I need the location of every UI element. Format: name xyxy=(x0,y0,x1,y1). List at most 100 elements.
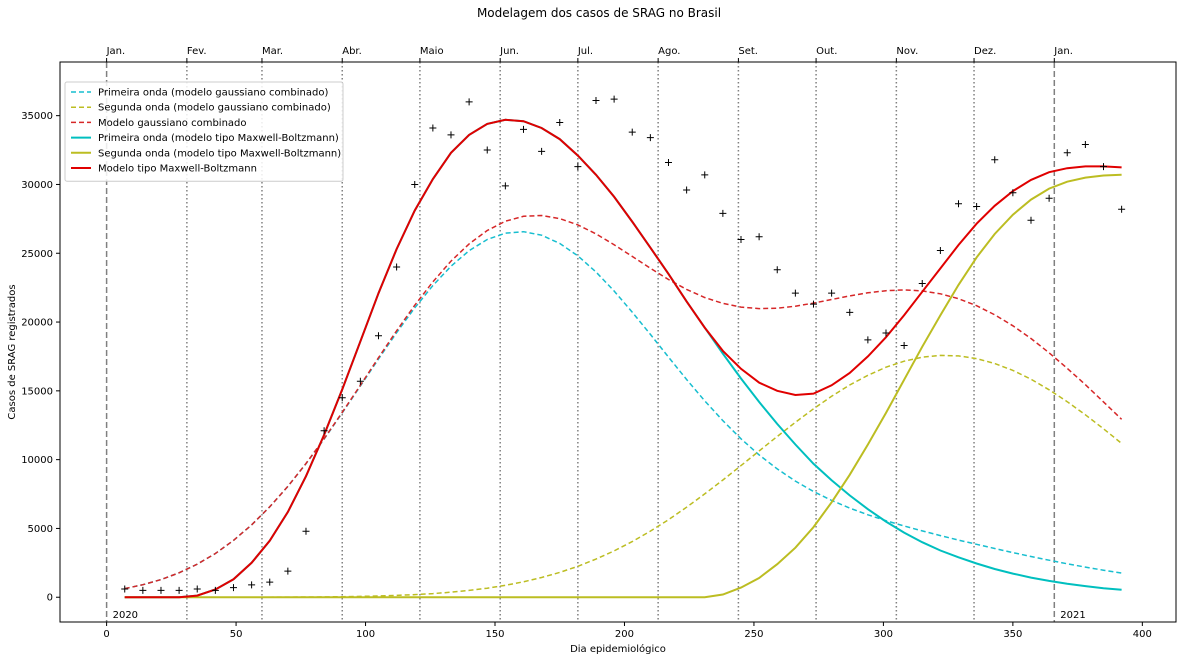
data-point xyxy=(755,233,763,241)
data-point xyxy=(175,586,183,594)
data-point xyxy=(1100,163,1107,171)
data-point xyxy=(1118,205,1126,213)
month-label: Jun. xyxy=(499,46,519,57)
data-point xyxy=(882,329,890,337)
data-point xyxy=(338,394,346,402)
month-label: Abr. xyxy=(342,46,362,57)
data-point xyxy=(538,147,546,155)
year-label: 2020 xyxy=(113,610,138,621)
data-point xyxy=(121,585,129,593)
y-axis-title: Casos de SRAG registrados xyxy=(7,284,18,419)
data-point xyxy=(664,158,672,166)
legend-entry: Primeira onda (modelo gaussiano combinad… xyxy=(98,88,328,99)
month-label: Nov. xyxy=(896,46,918,57)
data-point xyxy=(501,182,509,190)
data-point xyxy=(592,97,600,105)
data-point xyxy=(846,308,854,316)
observed-points xyxy=(121,95,1126,594)
legend-entry: Modelo tipo Maxwell-Boltzmann xyxy=(98,164,257,175)
legend-entry: Segunda onda (modelo gaussiano combinado… xyxy=(98,103,331,114)
month-label: Jan. xyxy=(106,46,126,57)
data-point xyxy=(954,200,962,208)
data-point xyxy=(574,163,582,171)
data-point xyxy=(828,289,836,297)
x-tick-label: 300 xyxy=(874,629,893,640)
x-tick-label: 250 xyxy=(744,629,763,640)
legend-entry: Segunda onda (modelo tipo Maxwell-Boltzm… xyxy=(98,148,341,159)
month-label: Mar. xyxy=(262,46,283,57)
data-point xyxy=(701,171,709,179)
data-point xyxy=(157,586,165,594)
chart-title: Modelagem dos casos de SRAG no Brasil xyxy=(477,6,721,20)
month-label: Jan. xyxy=(1053,46,1073,57)
x-axis: 0 50 100 150 200 250 300 350 400 xyxy=(103,622,1152,640)
series-line-4 xyxy=(124,173,1122,599)
x-tick-label: 350 xyxy=(1003,629,1022,640)
plot-frame xyxy=(59,61,1177,623)
data-point xyxy=(900,341,908,349)
plot-area: 2020 2021 xyxy=(105,62,1126,622)
y-tick-label: 35000 xyxy=(21,111,53,122)
data-point xyxy=(374,332,382,340)
y-tick-label: 5000 xyxy=(28,524,53,535)
x-tick-label: 150 xyxy=(485,629,504,640)
x-tick-label: 0 xyxy=(103,629,109,640)
legend-entry: Modelo gaussiano combinado xyxy=(98,118,247,129)
series-line-2 xyxy=(124,214,1123,590)
month-label: Fev. xyxy=(187,46,207,57)
data-point xyxy=(193,585,201,593)
data-point xyxy=(973,202,981,210)
x-tick-label: 100 xyxy=(356,629,375,640)
data-point xyxy=(1045,194,1053,202)
data-point xyxy=(646,134,654,142)
data-point xyxy=(320,427,328,435)
data-point xyxy=(991,156,999,164)
y-tick-label: 25000 xyxy=(21,249,53,260)
data-point xyxy=(791,289,799,297)
data-point xyxy=(465,98,473,106)
data-point xyxy=(266,578,274,586)
month-label: Set. xyxy=(738,46,758,57)
data-point xyxy=(356,377,364,385)
data-point xyxy=(1063,149,1071,157)
x-tick-label: 50 xyxy=(230,629,243,640)
data-point xyxy=(737,235,745,243)
data-point xyxy=(139,586,147,594)
month-label: Maio xyxy=(420,46,444,57)
data-point xyxy=(610,95,618,103)
data-point xyxy=(483,146,491,154)
data-point xyxy=(628,128,636,136)
x-tick-label: 200 xyxy=(615,629,634,640)
data-point xyxy=(411,180,419,188)
data-point xyxy=(447,131,455,139)
legend-box xyxy=(64,81,344,182)
data-point xyxy=(809,300,817,308)
y-tick-label: 20000 xyxy=(21,318,53,329)
y-axis: 0 5000 10000 15000 20000 25000 30000 35000 xyxy=(21,111,60,604)
legend: Primeira onda (modelo gaussiano combinad… xyxy=(64,81,344,182)
data-point xyxy=(284,567,292,575)
data-point xyxy=(936,247,944,255)
data-point xyxy=(1009,189,1017,197)
series-line-5 xyxy=(124,118,1122,599)
y-tick-label: 15000 xyxy=(21,386,53,397)
month-label: Dez. xyxy=(974,46,996,57)
data-point xyxy=(393,263,401,271)
y-tick-label: 30000 xyxy=(21,180,53,191)
data-point xyxy=(719,209,727,217)
x-axis-title: Dia epidemiológico xyxy=(570,643,666,655)
legend-entry: Primeira onda (modelo tipo Maxwell-Boltz… xyxy=(98,133,339,144)
data-point xyxy=(211,586,219,594)
x-tick-label: 400 xyxy=(1133,629,1152,640)
month-label: Out. xyxy=(816,46,837,57)
month-label: Jul. xyxy=(577,46,593,57)
y-tick-label: 10000 xyxy=(21,455,53,466)
data-point xyxy=(302,527,310,535)
data-point xyxy=(429,124,437,132)
data-point xyxy=(248,581,256,589)
series-line-1 xyxy=(124,354,1123,598)
y-tick-label: 0 xyxy=(47,593,53,604)
data-point xyxy=(683,186,691,194)
data-point xyxy=(864,336,872,344)
